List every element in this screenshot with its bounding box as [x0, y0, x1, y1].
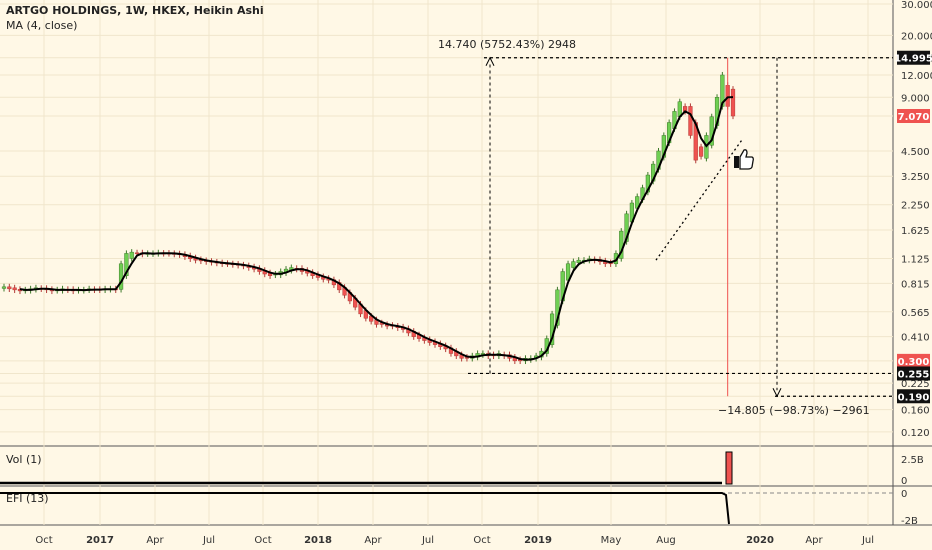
candle-body [134, 252, 140, 255]
candle-body [688, 106, 693, 136]
candle-body [555, 289, 560, 326]
candle-body [571, 261, 576, 268]
x-tick-label: Jul [861, 535, 874, 546]
price-label-box [897, 389, 930, 404]
thumbs-up-icon [734, 149, 754, 170]
x-tick-label: Oct [35, 535, 52, 546]
volume-spike-bar [725, 451, 733, 485]
price-label-value: 0.255 [898, 369, 930, 380]
x-tick-label: Apr [805, 535, 823, 546]
candle-body [645, 174, 650, 193]
x-tick-label: 2020 [746, 535, 774, 546]
y-tick-label: 0.120 [901, 428, 930, 439]
x-tick-label: Jul [421, 535, 434, 546]
y-tick-label: 4.500 [901, 147, 930, 158]
x-tick-label: Jul [202, 535, 215, 546]
price-label-box [897, 50, 930, 65]
x-tick-label: Aug [656, 535, 676, 546]
price-label-value: 0.300 [898, 357, 930, 368]
candle-body [730, 88, 736, 117]
y-tick-label: 0.410 [901, 333, 930, 344]
efi-pane-label: EFI (13) [6, 492, 49, 505]
price-label-value: 14.995 [894, 54, 932, 65]
x-tick-label: Oct [254, 535, 271, 546]
price-label-box [897, 366, 930, 381]
candle-body [118, 263, 124, 290]
measure-up-label: 14.740 (5752.43%) 2948 [438, 38, 576, 51]
price-label-value: 7.070 [898, 112, 930, 123]
vol-tick-label: 2.5B [901, 455, 924, 466]
y-tick-label: 9.000 [901, 93, 930, 104]
candle-body [624, 213, 629, 242]
y-tick-label: 0.565 [901, 308, 930, 319]
efi-series [0, 492, 730, 525]
measure-down-arrowhead [772, 388, 782, 398]
candle-body [1, 286, 7, 289]
candle-body [698, 146, 704, 157]
y-tick-label: 30.000 [901, 0, 932, 11]
y-tick-label: 0.160 [901, 406, 930, 417]
candle-body [12, 287, 17, 291]
x-tick-label: Apr [146, 535, 164, 546]
y-tick-label: 20.000 [901, 31, 932, 42]
x-tick-label: May [601, 535, 622, 546]
x-tick-label: 2018 [304, 535, 332, 546]
chart-title: ARTGO HOLDINGS, 1W, HKEX, Heikin Ashi [6, 4, 264, 17]
ma-line [19, 96, 734, 361]
efi-tick-label: 0 [901, 489, 907, 500]
measure-up-arrowhead [485, 56, 495, 66]
y-tick-label: 3.250 [901, 172, 930, 183]
x-tick-label: 2019 [524, 535, 552, 546]
candle-body [129, 251, 134, 259]
candle-body [124, 253, 129, 276]
y-tick-label: 1.625 [901, 226, 930, 237]
y-tick-label: 2.250 [901, 201, 930, 212]
price-label-box [897, 109, 930, 124]
y-tick-label: 12.000 [901, 71, 932, 82]
y-tick-label: 0.815 [901, 279, 930, 290]
trend-line [655, 139, 743, 261]
candle-body [576, 259, 581, 263]
price-label-value: 0.190 [898, 392, 930, 403]
candle-body [7, 286, 12, 290]
price-label-box [897, 353, 930, 368]
measure-down-label: −14.805 (−98.73%) −2961 [718, 404, 870, 417]
x-tick-label: Apr [364, 535, 382, 546]
ma-indicator-label: MA (4, close) [6, 19, 78, 32]
x-tick-label: Oct [473, 535, 490, 546]
x-tick-label: 2017 [86, 535, 114, 546]
volume-pane-label: Vol (1) [6, 453, 42, 466]
efi-tick-label: -2B [901, 516, 918, 527]
y-tick-label: 1.125 [901, 254, 930, 265]
vol-tick-label: 0 [901, 476, 907, 487]
y-tick-label: 0.225 [901, 379, 930, 390]
